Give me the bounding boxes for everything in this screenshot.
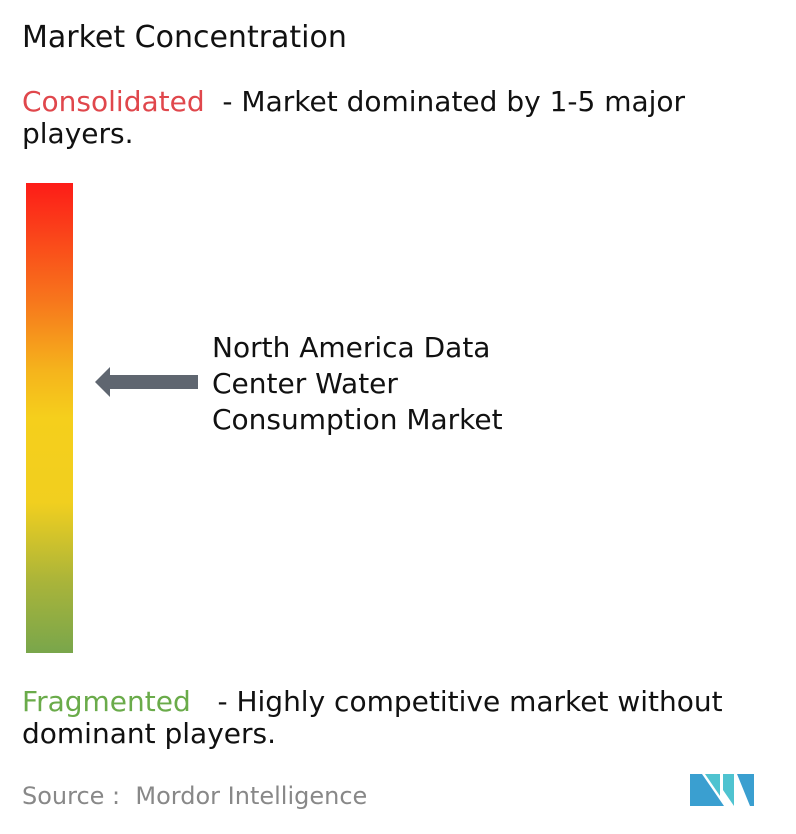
market-label: North America Data Center Water Consumpt…	[212, 330, 503, 438]
fragmented-label: Fragmented	[22, 685, 191, 718]
consolidated-label: Consolidated	[22, 85, 205, 118]
consolidated-text: - Market dominated by 1-5 major players.	[22, 85, 694, 150]
page-title: Market Concentration	[22, 20, 347, 55]
arrow-left-icon	[95, 367, 198, 397]
market-label-line: North America Data	[212, 331, 491, 364]
market-label-line: Consumption Market	[212, 403, 503, 436]
mordor-logo-icon	[690, 774, 754, 806]
source-text: Source : Mordor Intelligence	[22, 782, 368, 810]
market-label-line: Center Water	[212, 367, 398, 400]
consolidated-description: Consolidated - Market dominated by 1-5 m…	[22, 86, 782, 150]
fragmented-text: - Highly competitive market without domi…	[22, 685, 732, 750]
fragmented-description: Fragmented - Highly competitive market w…	[22, 686, 792, 750]
concentration-gradient-bar	[26, 183, 73, 653]
